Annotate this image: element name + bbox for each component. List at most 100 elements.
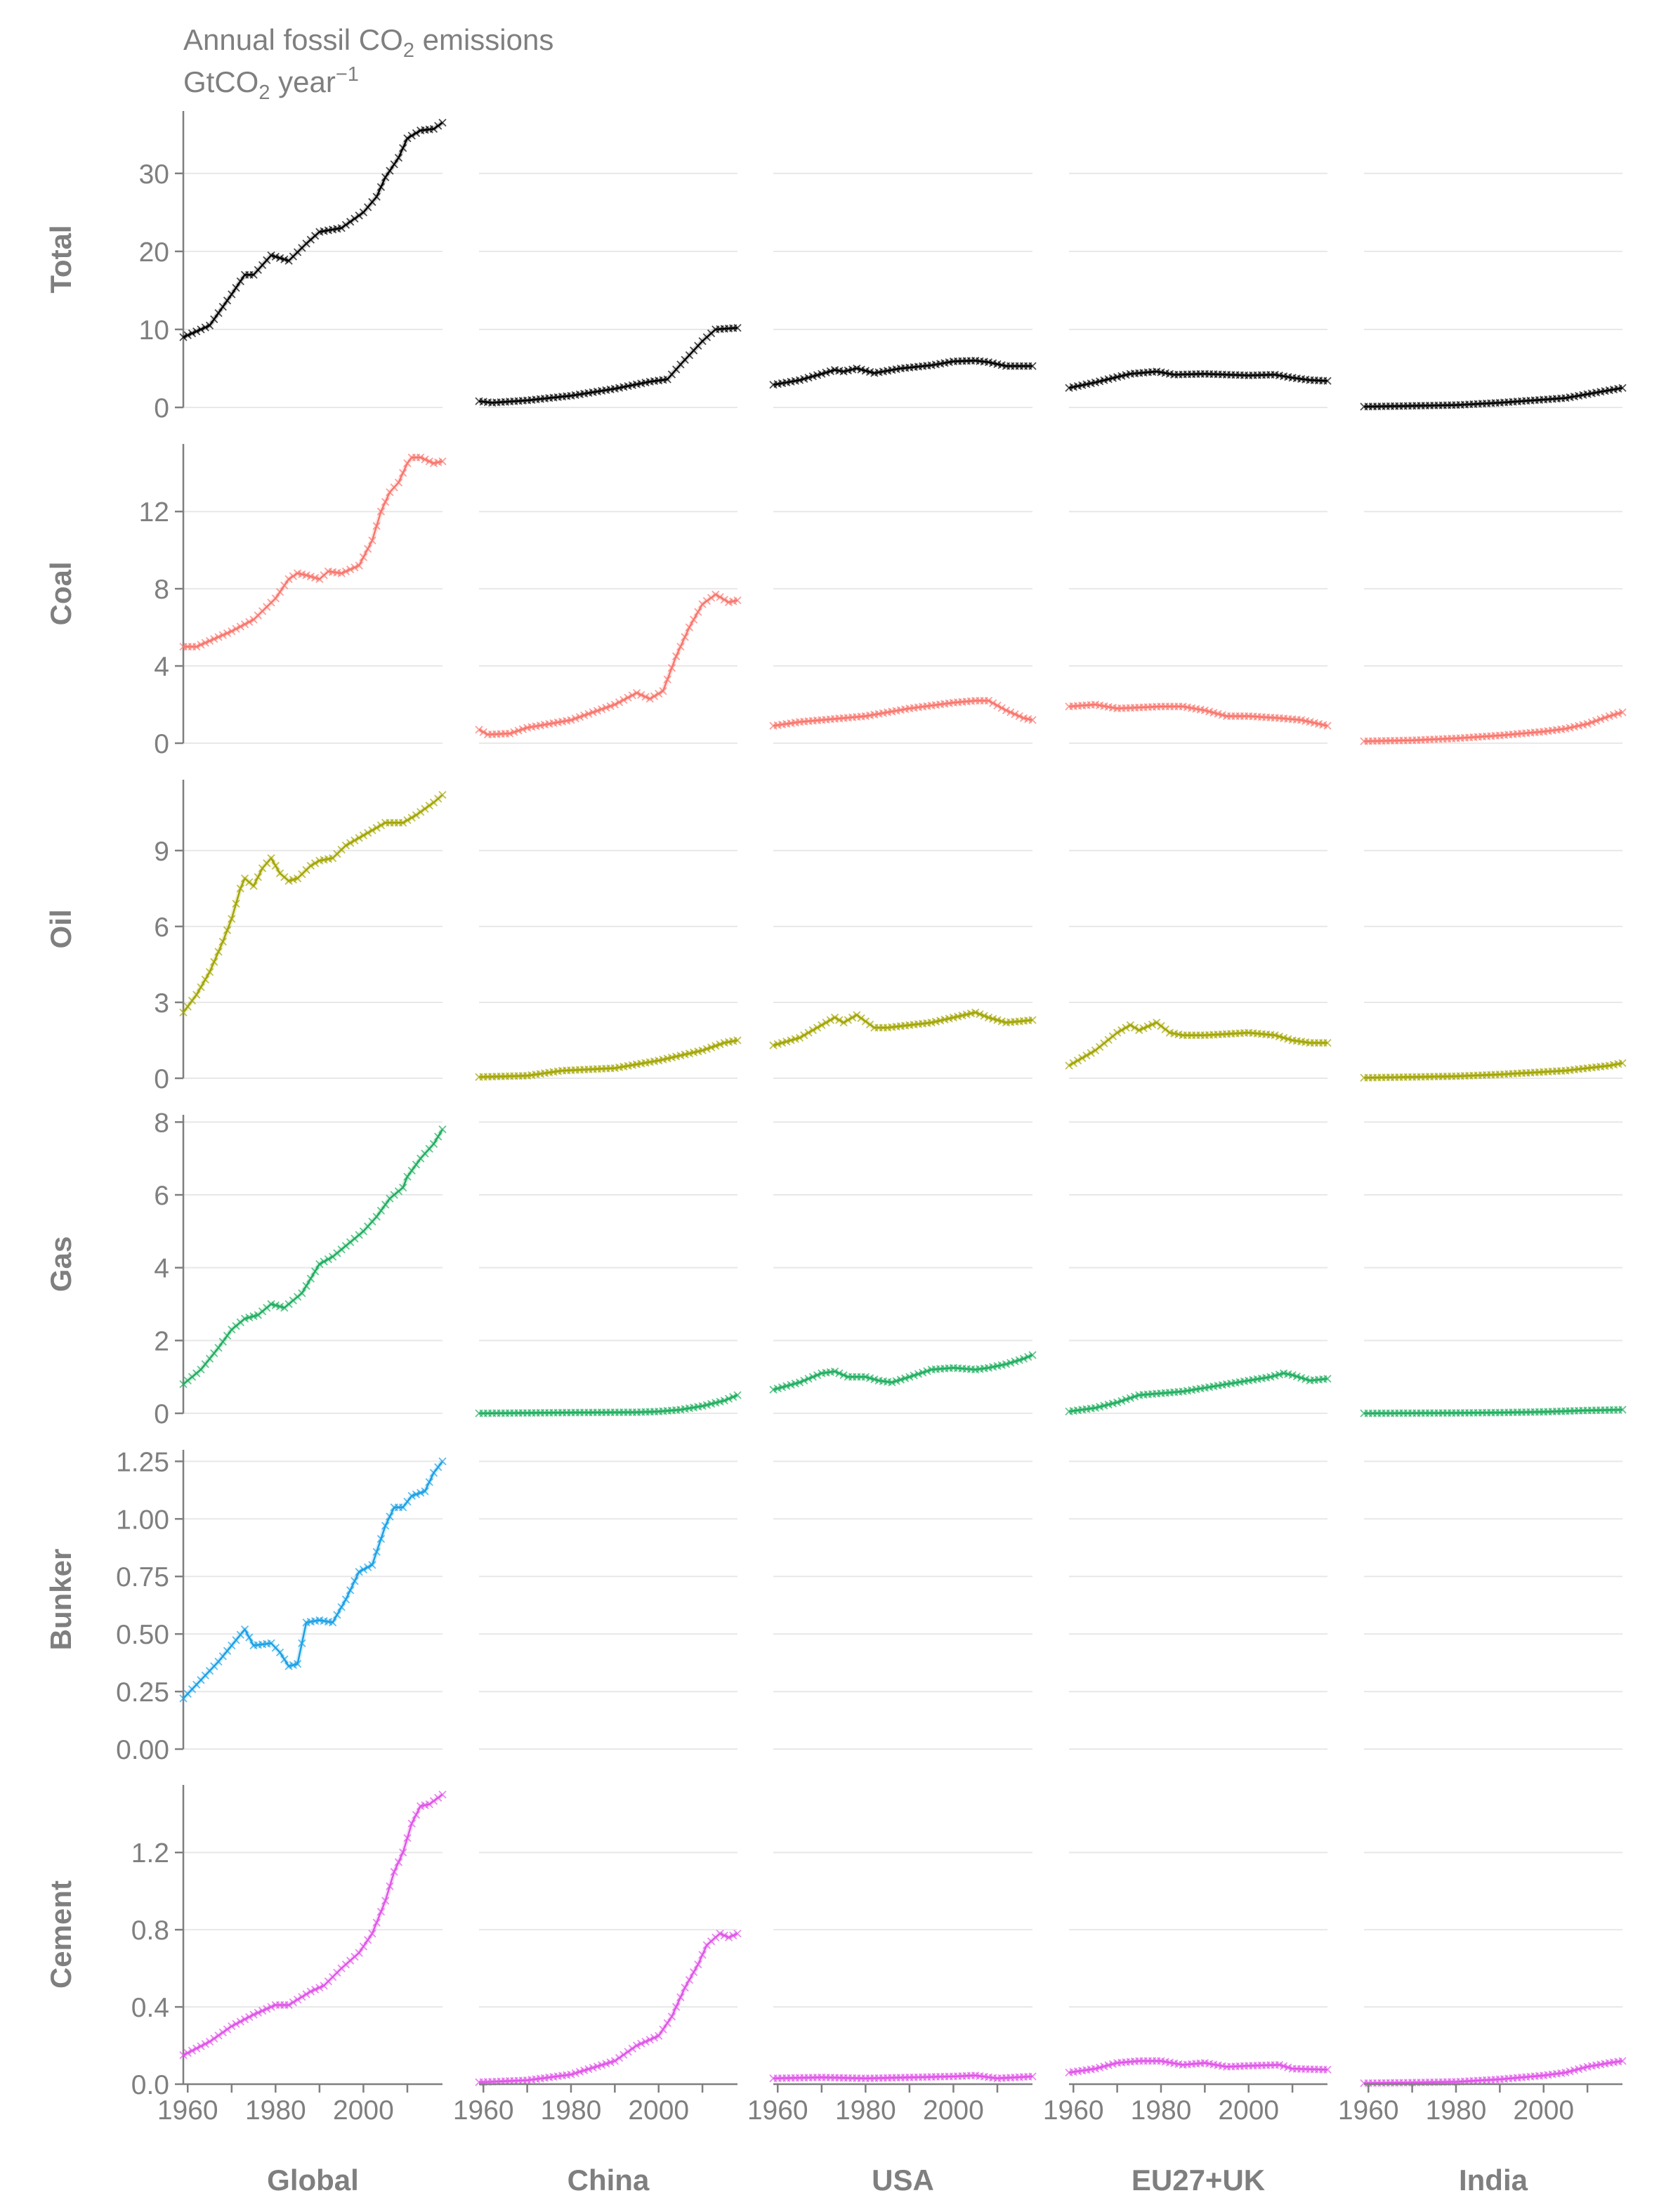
data-point — [655, 2031, 663, 2040]
data-point — [619, 695, 628, 705]
data-point — [1028, 2072, 1037, 2081]
column-label-global: Global — [267, 2164, 359, 2197]
data-point — [641, 2037, 650, 2046]
data-point — [724, 1933, 733, 1942]
data-point — [689, 615, 698, 624]
uncertainty-band — [182, 120, 445, 340]
data-point — [989, 699, 997, 707]
data-point — [1015, 712, 1023, 721]
data-point — [632, 688, 641, 698]
data-point — [980, 1012, 988, 1020]
data-point — [218, 937, 227, 946]
data-point — [298, 1993, 306, 2001]
data-point — [381, 1897, 390, 1905]
data-point — [905, 1373, 914, 1381]
data-point — [310, 1267, 320, 1276]
data-point — [659, 2025, 667, 2034]
data-point — [267, 854, 275, 863]
data-point — [791, 1380, 799, 1388]
data-point — [403, 134, 412, 143]
data-point — [280, 581, 289, 590]
data-point — [399, 144, 407, 152]
data-point — [1271, 1371, 1279, 1380]
data-point — [1275, 1370, 1284, 1379]
data-point — [412, 1810, 421, 1819]
series-oil-usa — [769, 1008, 1037, 1049]
data-point — [1301, 1375, 1310, 1384]
data-point — [232, 1636, 240, 1644]
data-point — [1157, 1021, 1165, 1030]
data-point — [1130, 1392, 1139, 1401]
data-point — [1297, 1373, 1306, 1382]
data-point — [984, 696, 993, 705]
data-point — [1122, 1023, 1130, 1032]
y-tick-label: 20 — [139, 237, 169, 268]
series-line — [183, 1793, 443, 2056]
data-point — [245, 617, 254, 627]
data-point — [350, 1577, 359, 1585]
data-point — [993, 701, 1002, 710]
x-tick-label: 1960 — [747, 2095, 808, 2126]
data-point — [1113, 1028, 1122, 1037]
data-point — [769, 1385, 778, 1394]
y-tick-label: 0 — [154, 1399, 169, 1429]
series-cement-india — [1360, 2057, 1627, 2088]
data-point — [694, 608, 702, 616]
data-point — [376, 1206, 386, 1215]
data-point — [584, 2064, 593, 2074]
data-point — [615, 2053, 624, 2062]
data-point — [839, 1370, 848, 1380]
data-point — [602, 2060, 610, 2068]
data-point — [188, 996, 197, 1005]
data-point — [1006, 1359, 1015, 1367]
data-point — [210, 2034, 218, 2043]
data-point — [1618, 2057, 1627, 2065]
data-point — [659, 687, 667, 695]
data-point — [355, 834, 363, 842]
data-point — [637, 2039, 645, 2048]
data-point — [429, 1797, 438, 1805]
data-point — [615, 698, 624, 707]
data-point — [197, 641, 205, 649]
y-tick-label: 10 — [139, 315, 169, 346]
series-cement-usa — [769, 2071, 1037, 2083]
data-point — [1323, 721, 1332, 730]
data-point — [1073, 1056, 1082, 1065]
data-point — [580, 2066, 589, 2075]
y-tick-label: 0.25 — [116, 1677, 169, 1708]
data-point — [822, 1019, 830, 1027]
data-point — [848, 1013, 857, 1022]
data-point — [1275, 1032, 1284, 1041]
data-point — [1323, 1375, 1332, 1383]
data-point — [1609, 711, 1618, 719]
data-point — [808, 1373, 817, 1381]
data-point — [1153, 1019, 1161, 1027]
chart-units: GtCO2 year−1 — [183, 63, 359, 104]
data-point — [795, 376, 804, 384]
data-point — [188, 2046, 197, 2055]
data-point — [372, 522, 381, 530]
series-line — [183, 1460, 443, 1699]
series-gas-eu27uk — [1065, 1369, 1332, 1416]
data-point — [306, 1987, 315, 1996]
y-tick-label: 0.00 — [116, 1735, 169, 1765]
data-point — [197, 1366, 205, 1374]
data-point — [645, 695, 654, 703]
data-point — [813, 371, 822, 379]
y-tick-label: 4 — [154, 652, 169, 682]
data-point — [214, 633, 223, 641]
data-point — [376, 507, 386, 516]
row-label-cement: Cement — [44, 1880, 77, 1989]
data-point — [870, 1375, 879, 1384]
data-point — [368, 1929, 376, 1938]
data-point — [364, 1936, 372, 1944]
data-point — [778, 1038, 787, 1047]
data-point — [865, 1020, 874, 1029]
data-point — [888, 1378, 896, 1387]
data-point — [407, 813, 416, 822]
data-point — [267, 251, 275, 260]
data-point — [1266, 1373, 1275, 1381]
data-point — [919, 1368, 927, 1377]
data-point — [368, 1561, 376, 1569]
data-point — [698, 600, 707, 608]
